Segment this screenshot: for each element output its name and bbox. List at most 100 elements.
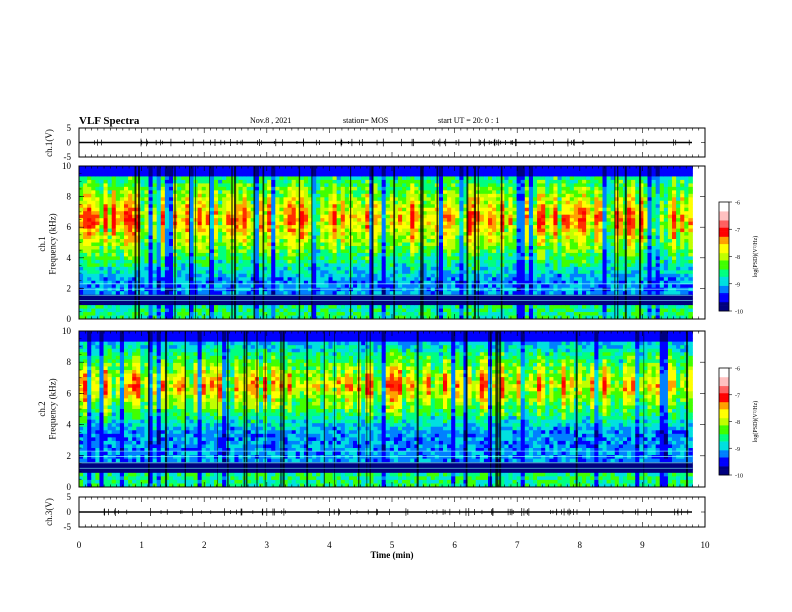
spectrogram-cell (95, 266, 100, 271)
spectrogram-cell (312, 239, 317, 243)
spectrogram-cell (279, 259, 284, 264)
spectrogram-cell (168, 235, 174, 240)
spectrogram-cell (328, 294, 333, 299)
spectrogram-cell (234, 172, 239, 177)
spectrogram-cell (455, 176, 460, 181)
spectrogram-cell (234, 252, 239, 257)
spectrogram-cell (467, 252, 473, 257)
spectrogram-cell (496, 242, 501, 247)
spectrogram-cell (132, 298, 137, 303)
spectrogram-cell (467, 245, 473, 250)
spectrogram-cell (385, 179, 391, 184)
spectrogram-cell (459, 186, 464, 191)
spectrogram-cell (283, 211, 288, 216)
spectrogram-cell (430, 221, 436, 226)
spectrogram-cell (500, 186, 505, 191)
spectrogram-cell (328, 308, 333, 313)
spectrogram-cell (234, 284, 239, 289)
spectrogram-cell (283, 190, 288, 195)
spectrogram-cell (140, 291, 145, 296)
spectrogram-cell (87, 249, 92, 254)
spectrogram-cell (361, 245, 366, 250)
spectrogram-cell (258, 249, 264, 254)
spectrogram-cell (168, 301, 174, 306)
spectrogram-cell (299, 294, 305, 299)
spectrogram-cell (148, 218, 154, 223)
spectrogram-cell (373, 235, 378, 240)
spectrogram-cell (455, 301, 460, 306)
spectrogram-cell (123, 315, 129, 320)
spectrogram-cell (447, 280, 452, 285)
spectrogram-cell (389, 284, 395, 289)
spectrogram-cell (128, 266, 133, 271)
spectrogram-cell (402, 287, 407, 292)
spectrogram-cell (238, 270, 243, 275)
spectrogram-cell (299, 214, 305, 219)
spectrogram-cell (492, 169, 497, 174)
spectrogram-cell (205, 232, 211, 236)
spectrogram-cell (295, 294, 301, 299)
spectrogram-cell (111, 256, 117, 261)
spectrogram-cell (361, 280, 366, 285)
spectrogram-cell (340, 183, 346, 188)
spectrogram-cell (426, 183, 432, 188)
spectrogram-cell (443, 259, 448, 264)
spectrogram-cell (87, 207, 92, 212)
spectrogram-cell (447, 312, 452, 316)
spectrogram-cell (267, 298, 272, 303)
spectrogram-cell (254, 221, 260, 226)
spectrogram-cell (471, 291, 477, 296)
spectrogram-cell (95, 214, 100, 219)
spectrogram-cell (455, 225, 460, 229)
spectrogram-cell (385, 312, 391, 316)
spectrogram-cell (422, 305, 428, 309)
spectrogram-cell (185, 312, 190, 316)
spectrogram-cell (103, 183, 109, 188)
spectrogram-cell (103, 280, 109, 285)
spectrogram-cell (177, 172, 182, 177)
spectrogram-cell (373, 186, 378, 191)
spectrogram-cell (430, 270, 436, 275)
spectrogram-cell (340, 197, 346, 202)
spectrogram-cell (209, 207, 215, 212)
spectrogram-cell (357, 200, 362, 205)
spectrogram-cell (263, 228, 268, 233)
spectrogram-cell (185, 287, 190, 292)
spectrogram-cell (107, 263, 113, 268)
spectrogram-cell (385, 225, 391, 229)
spectrogram-cell (500, 176, 505, 181)
spectrogram-cell (422, 183, 428, 188)
spectrogram-cell (209, 284, 215, 289)
spectrogram-cell (500, 245, 505, 250)
spectrogram-cell (91, 197, 96, 202)
spectrogram-cell (279, 315, 284, 320)
spectrogram-cell (422, 287, 428, 292)
spectrogram-cell (87, 239, 92, 243)
spectrogram-cell (357, 235, 362, 240)
spectrogram-cell (258, 305, 264, 309)
spectrogram-cell (263, 214, 268, 219)
spectrogram-cell (438, 284, 444, 289)
spectrogram-cell (87, 305, 92, 309)
spectrogram-cell (152, 200, 158, 205)
spectrogram-cell (279, 266, 284, 271)
spectrogram-cell (123, 218, 129, 223)
spectrogram-cell (87, 266, 92, 271)
spectrogram-cell (381, 273, 387, 278)
spectrogram-cell (115, 207, 121, 212)
spectrogram-cell (328, 190, 333, 195)
spectrogram-cell (361, 242, 366, 247)
spectrogram-cell (324, 239, 329, 243)
spectrogram-cell (328, 277, 333, 282)
spectrogram-cell (95, 301, 100, 306)
spectrogram-cell (168, 259, 174, 264)
spectrogram-cell (291, 218, 297, 223)
spectrogram-cell (410, 256, 415, 261)
spectrogram-cell (95, 239, 100, 243)
spectrogram-cell (344, 186, 350, 191)
spectrogram-cell (406, 218, 411, 223)
spectrogram-cell (140, 270, 145, 275)
spectrogram-cell (299, 239, 305, 243)
spectrogram-cell (107, 298, 113, 303)
spectrogram-cell (443, 221, 448, 226)
